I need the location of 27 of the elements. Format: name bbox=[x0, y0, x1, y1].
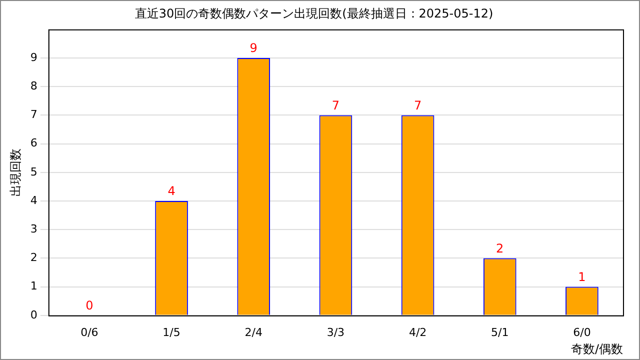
y-tick-label: 2 bbox=[30, 251, 38, 264]
y-axis-title: 出現回数 bbox=[8, 148, 22, 196]
y-tick-label: 4 bbox=[30, 194, 38, 207]
x-tick-label: 0/6 bbox=[80, 326, 98, 339]
y-tick-label: 7 bbox=[30, 108, 38, 122]
x-tick-label: 5/1 bbox=[491, 326, 509, 339]
data-label: 7 bbox=[332, 98, 340, 112]
data-label: 4 bbox=[168, 184, 176, 198]
y-tick-label: 8 bbox=[30, 79, 38, 92]
y-tick-label: 9 bbox=[30, 50, 38, 64]
x-tick-label: 3/3 bbox=[326, 326, 345, 339]
y-tick-label: 5 bbox=[30, 165, 38, 178]
x-axis-title: 奇数/偶数 bbox=[570, 342, 623, 356]
x-tick-label: 6/0 bbox=[573, 326, 591, 339]
x-tick-label: 1/5 bbox=[162, 326, 180, 339]
x-tick-label: 4/2 bbox=[408, 326, 427, 339]
chart-title: 直近30回の奇数偶数パターン出現回数(最終抽選日：2025-05-12) bbox=[134, 6, 494, 20]
data-label: 9 bbox=[250, 41, 258, 56]
data-label: 1 bbox=[578, 270, 586, 284]
y-tick-label: 0 bbox=[30, 308, 38, 322]
y-tick-label: 1 bbox=[30, 280, 38, 293]
data-label: 2 bbox=[496, 241, 504, 256]
data-label: 0 bbox=[86, 298, 94, 313]
data-label: 7 bbox=[414, 98, 422, 112]
y-tick-label: 6 bbox=[30, 136, 38, 150]
x-tick-label: 2/4 bbox=[244, 326, 262, 339]
y-tick-label: 3 bbox=[30, 222, 38, 236]
